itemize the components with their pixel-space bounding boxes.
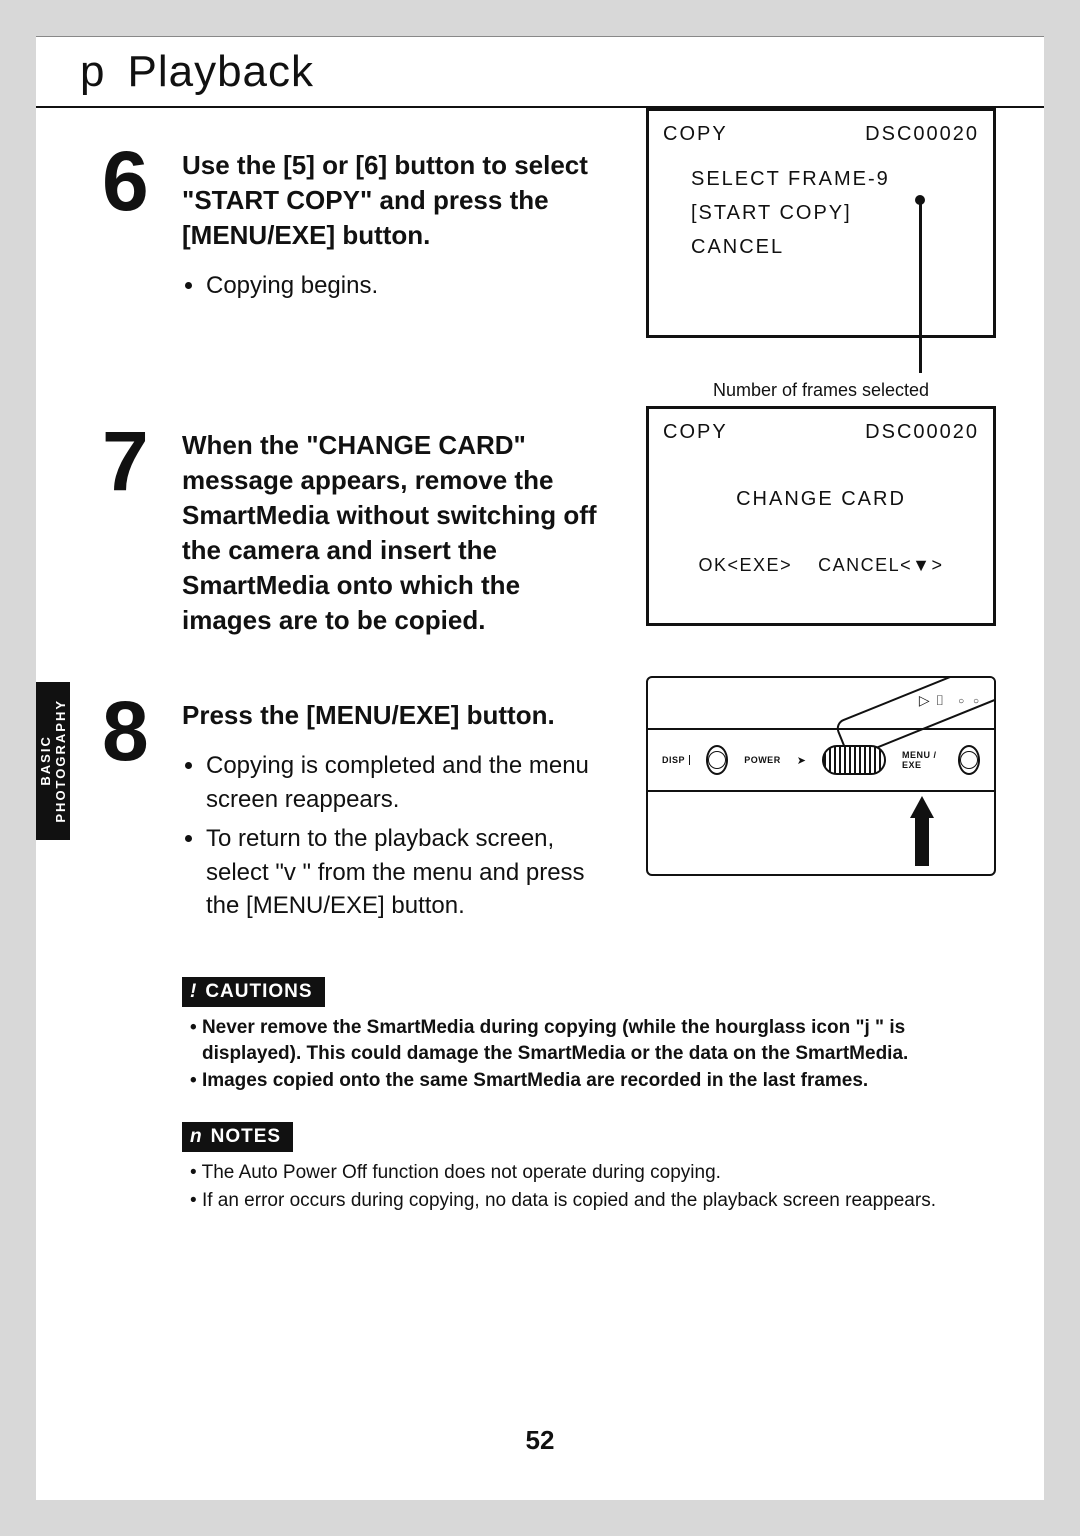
step-title: When the "CHANGE CARD" message appears, … <box>182 428 612 639</box>
pointer-line-icon <box>919 203 922 373</box>
notes-prefix: n <box>190 1126 203 1148</box>
step-bullets: Copying is completed and the menu screen… <box>206 749 612 923</box>
notes-block: n NOTES The Auto Power Off function does… <box>182 1122 996 1213</box>
disp-button <box>706 745 728 775</box>
lcd-figure-1: COPY DSC00020 SELECT FRAME-9 [START COPY… <box>646 108 996 401</box>
record-icon: ⌷ <box>936 692 944 709</box>
header-title: Playback <box>127 47 314 97</box>
step-number: 7 <box>102 424 182 684</box>
arrow-up-icon <box>910 796 934 866</box>
note-item: If an error occurs during copying, no da… <box>190 1188 996 1214</box>
lcd2-ok: OK<EXE> <box>699 555 793 576</box>
mode-icons: ▷ ⌷ <box>919 692 944 709</box>
caution-prefix: ! <box>190 981 197 1003</box>
cautions-label: ! CAUTIONS <box>182 977 325 1007</box>
power-slider <box>822 745 886 775</box>
play-icon: ▷ <box>919 692 930 709</box>
lcd1-caption: Number of frames selected <box>646 380 996 401</box>
note-item: The Auto Power Off function does not ope… <box>190 1160 996 1186</box>
cautions-list: Never remove the SmartMedia during copyi… <box>190 1015 996 1094</box>
lcd2-top-left: COPY <box>663 421 728 444</box>
bullet: To return to the playback screen, select… <box>206 822 612 923</box>
lcd1-line2: [START COPY] <box>691 196 979 230</box>
lcd2-center: CHANGE CARD <box>663 488 979 511</box>
lcd2-top-right: DSC00020 <box>865 421 979 444</box>
cautions-block: ! CAUTIONS Never remove the SmartMedia d… <box>182 977 996 1094</box>
page-number: 52 <box>36 1425 1044 1456</box>
caution-item: Images copied onto the same SmartMedia a… <box>190 1068 996 1094</box>
manual-page: p Playback BASIC PHOTOGRAPHY 6 Use the [… <box>36 36 1044 1500</box>
lcd1-line3: CANCEL <box>691 230 979 264</box>
control-bar: DISP POWER ➤ MENU / EXE <box>648 728 994 792</box>
step-number: 6 <box>102 144 182 364</box>
step-title: Use the [5] or [6] button to select "STA… <box>182 148 592 253</box>
strap-holes-icon: ○ ○ <box>958 696 982 707</box>
lcd1-line1: SELECT FRAME-9 <box>691 162 979 196</box>
bullet: Copying is completed and the menu screen… <box>206 749 612 816</box>
power-label: POWER <box>744 755 781 765</box>
notes-list: The Auto Power Off function does not ope… <box>190 1160 996 1213</box>
step-title: Press the [MENU/EXE] button. <box>182 698 612 733</box>
header-prefix: p <box>80 47 105 97</box>
lcd1-top-right: DSC00020 <box>865 123 979 146</box>
caution-item: Never remove the SmartMedia during copyi… <box>190 1015 996 1066</box>
content-area: 6 Use the [5] or [6] button to select "S… <box>36 108 1044 1213</box>
lcd-figure-2: COPY DSC00020 CHANGE CARD OK<EXE> CANCEL… <box>646 406 996 626</box>
section-header: p Playback <box>36 36 1044 108</box>
notes-text: NOTES <box>211 1126 281 1148</box>
notes-label: n NOTES <box>182 1122 293 1152</box>
lcd2-cancel: CANCEL<▼> <box>818 555 943 576</box>
camera-figure: ▷ ⌷ ○ ○ DISP POWER ➤ MENU / EXE <box>646 676 996 876</box>
bullet: Copying begins. <box>206 269 592 303</box>
menu-label: MENU / EXE <box>902 750 942 770</box>
lcd1-top-left: COPY <box>663 123 728 146</box>
arrow-right-icon: ➤ <box>797 754 806 767</box>
step-number: 8 <box>102 694 182 929</box>
disp-label: DISP <box>662 755 690 765</box>
caution-text: CAUTIONS <box>205 981 312 1003</box>
step-bullets: Copying begins. <box>206 269 592 303</box>
menu-exe-button <box>958 745 980 775</box>
camera-diagram: ▷ ⌷ ○ ○ DISP POWER ➤ MENU / EXE <box>646 676 996 876</box>
